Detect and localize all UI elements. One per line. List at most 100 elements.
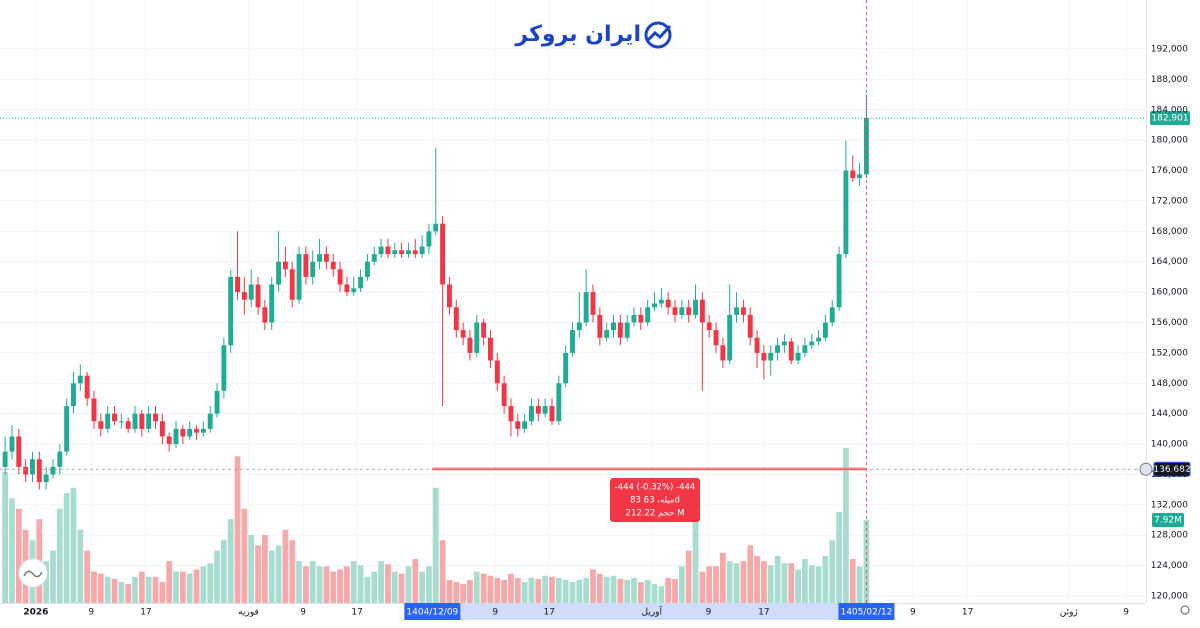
- candle-body: [556, 383, 562, 422]
- volume-bar: [651, 584, 658, 603]
- candle-body: [857, 174, 863, 179]
- settings-button[interactable]: [1180, 605, 1190, 615]
- volume-bar: [590, 569, 596, 603]
- volume-bar: [303, 566, 309, 603]
- volume-bar: [603, 576, 610, 603]
- volume-bar: [371, 571, 378, 603]
- candle-body: [494, 360, 500, 384]
- candle-body: [419, 246, 425, 255]
- volume-bar: [296, 561, 302, 603]
- grid: [0, 48, 1146, 597]
- measure-badge: [1153, 461, 1191, 477]
- y-tick-label: 136,000: [1151, 470, 1188, 480]
- volume-bar: [822, 555, 829, 603]
- x-tick-label: 2026: [23, 608, 48, 618]
- time-range-highlight: [432, 603, 866, 620]
- candle-body: [679, 307, 685, 315]
- volume-bar: [672, 578, 678, 603]
- y-tick-label: 124,000: [1151, 561, 1188, 571]
- volume-bar: [501, 579, 508, 603]
- candle-body: [296, 254, 302, 300]
- volume-bar: [678, 566, 685, 603]
- volume-bar: [713, 566, 719, 603]
- volume-bar: [118, 582, 125, 603]
- volume-bar: [77, 529, 84, 603]
- y-tick-label: 184,000: [1151, 105, 1188, 115]
- candle-body: [747, 314, 753, 338]
- candle-body: [809, 341, 815, 346]
- candle-body: [740, 307, 746, 315]
- volume-bar: [330, 571, 337, 603]
- volume-bar: [15, 508, 22, 603]
- candle-body: [693, 299, 698, 315]
- candle-body: [2, 451, 8, 467]
- candle-body: [816, 337, 822, 342]
- x-tick-label: 17: [758, 608, 769, 618]
- candle-body: [289, 269, 295, 300]
- volume-bar: [521, 582, 528, 603]
- candle-body: [392, 250, 398, 255]
- indicator-button[interactable]: [18, 558, 48, 588]
- candle-body: [132, 413, 138, 429]
- candle-body: [446, 284, 452, 308]
- volume-bar: [398, 573, 405, 603]
- volume-bar: [624, 579, 631, 603]
- candle-body: [576, 322, 582, 331]
- candle-body: [515, 421, 521, 429]
- volume-bar: [63, 493, 70, 603]
- y-tick-label: 164,000: [1151, 257, 1188, 267]
- x-tick-label: 17: [351, 608, 362, 618]
- volume-bar: [323, 566, 330, 603]
- candle-body: [159, 421, 165, 437]
- candle-body: [549, 406, 555, 422]
- candle-body: [207, 413, 213, 429]
- candle-body: [611, 322, 616, 331]
- candle-body: [269, 284, 275, 323]
- candle-body: [9, 436, 15, 452]
- candle-body: [658, 299, 664, 304]
- volume-bar: [262, 534, 268, 603]
- candle-body: [460, 330, 466, 338]
- volume-bar: [268, 550, 275, 603]
- volume-bar: [56, 508, 63, 603]
- volume-bar: [815, 566, 822, 603]
- x-tick-label: 9: [1123, 608, 1129, 618]
- candle-body: [323, 254, 329, 262]
- volume-bar: [43, 561, 50, 603]
- candle-body: [652, 303, 657, 308]
- candle-body: [310, 261, 316, 277]
- candle-body: [686, 307, 692, 315]
- y-tick-label: 152,000: [1151, 348, 1188, 358]
- candle-body: [378, 246, 384, 255]
- volume-bar: [111, 578, 118, 603]
- candle-body: [139, 413, 145, 429]
- x-tick-highlight: [404, 603, 461, 620]
- x-tick-label: 1404/12/09: [406, 608, 458, 618]
- volume-bar: [781, 563, 788, 603]
- volume-bar: [542, 575, 549, 603]
- volume-bar: [275, 545, 282, 603]
- volume-bar: [665, 577, 672, 603]
- volume-bar: [166, 561, 173, 603]
- volume-bar: [535, 578, 542, 603]
- candle-body: [563, 352, 569, 384]
- volume-bar: [173, 571, 179, 603]
- candle-body: [330, 261, 336, 270]
- candle-body: [440, 223, 446, 285]
- volume-bar: [692, 498, 699, 603]
- volume-bar: [2, 472, 8, 603]
- volume-bar: [849, 559, 856, 603]
- settings-icon[interactable]: [1180, 605, 1190, 615]
- candle-body: [98, 421, 104, 429]
- volume-bar: [774, 555, 781, 603]
- indicator-button-icon: [23, 570, 43, 578]
- volume-bar: [97, 573, 104, 603]
- volume-bar: [385, 564, 391, 603]
- volume-bar: [138, 571, 145, 603]
- volume-bar: [405, 566, 412, 603]
- volume-bar: [508, 573, 514, 603]
- candle-body: [235, 276, 241, 293]
- candle-body: [337, 269, 343, 285]
- measure-handle: [1139, 462, 1153, 476]
- logo-text: ایران بروکر: [514, 22, 641, 47]
